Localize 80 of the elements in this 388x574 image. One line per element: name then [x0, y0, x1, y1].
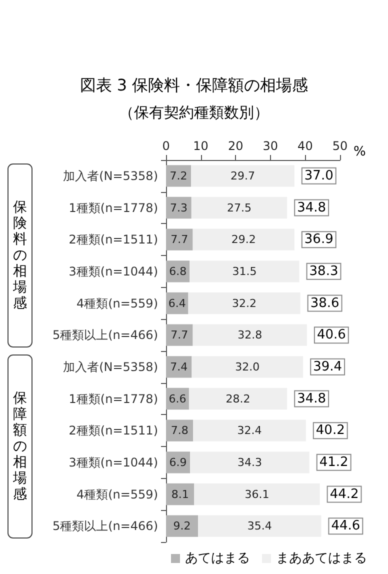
data-label: 6.6 — [168, 392, 186, 406]
data-label: 32.4 — [237, 424, 262, 438]
y-tick-label: 3種類(n=1044) — [68, 264, 158, 278]
bar — [188, 292, 300, 314]
total-label: 36.9 — [304, 232, 334, 248]
data-label: 29.7 — [230, 169, 255, 182]
x-tick-label: 0 — [162, 139, 170, 153]
chart-title: 図表 3 保険料・保障額の相場感 — [80, 76, 308, 94]
data-label: 7.7 — [170, 328, 188, 342]
bar — [192, 324, 307, 346]
total-label: 38.3 — [309, 264, 338, 279]
data-label: 29.2 — [231, 233, 256, 246]
x-tick-label: 40 — [298, 139, 313, 153]
data-label: 6.8 — [169, 264, 187, 278]
total-label: 40.2 — [316, 423, 345, 438]
bar — [193, 420, 306, 442]
data-label: 8.1 — [171, 488, 189, 501]
legend-label: まああてはまる — [276, 551, 367, 566]
total-label: 44.2 — [330, 486, 359, 502]
data-label: 7.3 — [170, 201, 188, 214]
total-label: 34.8 — [297, 200, 326, 216]
y-tick-label: 3種類(n=1044) — [68, 455, 158, 470]
data-label: 9.2 — [173, 520, 191, 533]
bar — [166, 228, 193, 250]
total-label: 44.6 — [331, 518, 360, 534]
y-tick-label: 2種類(n=1511) — [68, 424, 158, 438]
bar — [190, 452, 310, 474]
bar — [191, 165, 294, 187]
data-label: 6.9 — [169, 456, 187, 469]
y-tick-label: 1種類(n=1778) — [68, 392, 158, 406]
data-label: 7.2 — [170, 169, 188, 182]
x-tick-label: 30 — [262, 139, 278, 153]
bar — [166, 483, 194, 506]
bar — [190, 260, 300, 282]
total-label: 40.6 — [316, 328, 346, 343]
bar — [192, 228, 294, 250]
total-label: 38.6 — [310, 296, 340, 311]
total-label: 41.2 — [319, 454, 348, 470]
data-label: 7.8 — [170, 424, 188, 438]
bar — [192, 356, 304, 378]
data-label: 27.5 — [227, 201, 252, 214]
bar — [188, 388, 288, 410]
data-label: 35.4 — [247, 520, 272, 533]
bar — [194, 483, 320, 506]
bar — [166, 324, 193, 346]
total-label: 37.0 — [304, 168, 334, 184]
y-tick-label: 加入者(N=5358) — [63, 360, 158, 374]
text: 保障額の相場感 — [12, 390, 27, 502]
x-tick-label: 20 — [228, 139, 244, 153]
bar — [166, 196, 192, 219]
bar — [198, 515, 322, 537]
data-label: 28.2 — [226, 392, 250, 406]
data-label: 7.4 — [170, 360, 188, 374]
y-tick-label: 5種類以上(n=466) — [52, 328, 158, 342]
y-tick-label: 4種類(n=559) — [76, 487, 158, 502]
y-tick-label: 4種類(n=559) — [76, 296, 158, 310]
y-tick-label: 加入者(N=5358) — [63, 168, 158, 183]
data-label: 34.3 — [237, 456, 262, 469]
x-axis-title: % — [354, 144, 366, 160]
x-tick-label: 10 — [193, 139, 208, 153]
bar — [166, 356, 192, 378]
data-label: 31.5 — [232, 264, 257, 278]
x-tick-label: 50 — [332, 139, 348, 153]
total-label: 39.4 — [313, 359, 342, 374]
chart-subtitle: （保有契約種類数別） — [119, 104, 269, 122]
data-label: 6.4 — [168, 296, 186, 310]
text: 保険料の相場感 — [12, 200, 27, 312]
data-label: 7.7 — [170, 233, 188, 246]
y-tick-label: 1種類(n=1778) — [68, 200, 158, 215]
bar — [191, 196, 288, 219]
data-label: 32.0 — [235, 360, 260, 374]
y-tick-label: 5種類以上(n=466) — [52, 519, 158, 534]
bar — [166, 165, 192, 187]
data-label: 36.1 — [244, 488, 270, 501]
data-label: 32.2 — [232, 296, 257, 310]
data-label: 32.8 — [238, 328, 262, 342]
y-tick-label: 2種類(n=1511) — [68, 232, 158, 247]
bar — [166, 515, 198, 537]
legend-label: あてはまる — [185, 551, 250, 566]
total-label: 34.8 — [297, 391, 326, 406]
